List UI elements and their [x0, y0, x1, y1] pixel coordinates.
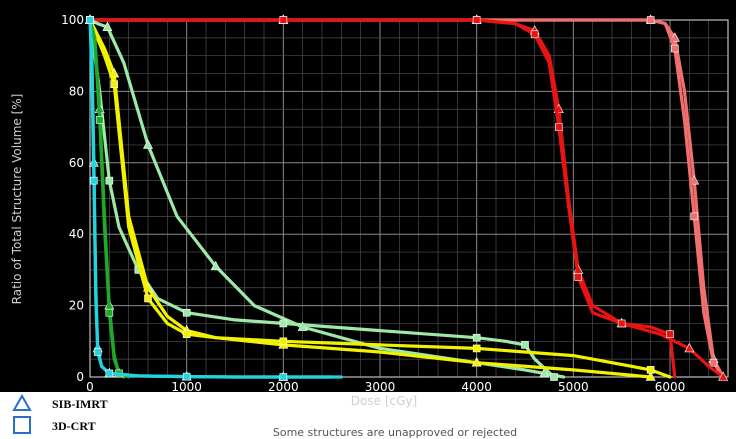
data-point-square	[110, 80, 118, 89]
y-tick-label: 100	[61, 13, 84, 27]
data-point-triangle	[143, 139, 153, 149]
x-tick-label: 0	[86, 380, 94, 394]
y-tick-label: 80	[69, 84, 84, 98]
data-point-square	[690, 212, 698, 221]
data-point-square	[182, 308, 191, 317]
footer-note: Some structures are unapproved or reject…	[273, 426, 517, 439]
data-point-square	[105, 176, 114, 185]
data-point-square	[105, 369, 114, 378]
data-point-square	[93, 348, 102, 356]
data-point-square	[666, 330, 674, 338]
data-point-square	[646, 16, 655, 24]
data-point-square	[105, 308, 114, 317]
data-point-square	[279, 337, 288, 346]
data-point-square	[95, 116, 104, 124]
legend-square-icon	[13, 416, 31, 434]
data-point-square	[617, 319, 626, 328]
data-point-square	[530, 30, 539, 39]
y-tick-label: 0	[76, 370, 84, 384]
data-point-triangle	[539, 367, 550, 378]
data-point-square	[671, 44, 679, 53]
x-tick-label: 3000	[365, 380, 396, 394]
legend-triangle-icon	[12, 393, 32, 411]
tick-labels: 0 1000 2000 3000 4000 5000 6000 0 20 40 60 80 100	[61, 13, 685, 394]
data-point-triangle	[684, 342, 695, 353]
series-layer	[85, 14, 729, 381]
series-line	[88, 18, 343, 379]
legend-label-3d-crt: 3D-CRT	[52, 419, 96, 433]
data-point-square	[279, 373, 288, 381]
plot-background	[0, 0, 736, 392]
data-point-triangle	[210, 260, 221, 271]
data-point-square	[182, 330, 191, 338]
data-point-square	[279, 319, 288, 328]
data-point-square	[550, 373, 558, 381]
x-tick-label: 5000	[558, 380, 589, 394]
x-tick-label: 2000	[268, 380, 299, 394]
data-point-square	[472, 333, 481, 342]
data-point-square	[472, 344, 481, 353]
y-tick-label: 40	[69, 227, 84, 241]
data-point-triangle	[471, 357, 482, 367]
data-point-square	[709, 358, 718, 367]
x-tick-label: 6000	[655, 380, 686, 394]
data-point-square	[90, 176, 98, 185]
data-point-square	[646, 366, 655, 374]
y-tick-label: 20	[69, 299, 84, 313]
series-line	[88, 18, 672, 379]
data-point-square	[521, 341, 529, 349]
data-point-square	[472, 16, 481, 24]
data-point-square	[86, 16, 94, 24]
data-point-square	[555, 123, 563, 131]
series-line	[88, 18, 677, 379]
data-point-triangle	[645, 371, 656, 381]
data-point-triangle	[718, 371, 729, 381]
data-point-triangle	[102, 21, 113, 31]
data-point-square	[182, 372, 191, 381]
y-tick-label: 60	[69, 156, 84, 170]
data-point-square	[279, 16, 288, 24]
series-line	[88, 18, 566, 379]
series-line	[88, 18, 556, 379]
x-tick-label: 4000	[461, 380, 492, 394]
x-axis-label: Dose [cGy]	[351, 394, 417, 408]
y-axis-label: Ratio of Total Structure Volume [%]	[10, 94, 24, 305]
legend: SIB-IMRT 3D-CRT	[12, 393, 108, 434]
x-tick-label: 1000	[171, 380, 202, 394]
data-point-square	[574, 273, 582, 281]
data-point-square	[144, 294, 152, 303]
legend-label-sib-imrt: SIB-IMRT	[52, 397, 108, 411]
